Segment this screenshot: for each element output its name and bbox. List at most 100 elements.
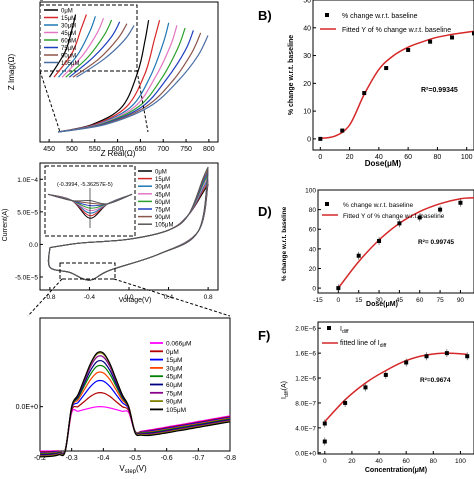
panel-f-ytick-label: 4.0E−7 xyxy=(295,425,316,432)
cv-legend-label: 0μM xyxy=(155,170,167,176)
cv-legend-label: 105μM xyxy=(155,223,173,229)
nyquist-legend-label: 30μM xyxy=(61,24,76,30)
panel-b-legend-1: % change w.r.t. baseline xyxy=(342,13,418,20)
panel-d: D) -15 0 15 30 45 60 75 90 0 20 40 60 80 100 % change… xyxy=(258,188,474,308)
panel-d-label: D) xyxy=(258,204,272,219)
nyquist-inset-series-line xyxy=(72,23,128,78)
panel-d-xlabel: Dose(μM) xyxy=(366,301,398,308)
panel-d-data-point xyxy=(336,286,341,291)
panel-b-ticks: 0 20 40 60 80 100 0 10 20 30 40 50 xyxy=(303,0,473,161)
panel-f-ytick-label: 8.0E−7 xyxy=(295,400,316,407)
panel-d-data-point xyxy=(356,253,361,258)
nyquist-xlabel: Z Real(Ω) xyxy=(101,149,136,158)
cv-curves xyxy=(47,166,209,281)
panel-f-data-point xyxy=(363,385,368,390)
panel-f-label: F) xyxy=(258,328,270,343)
panel-b-data-point xyxy=(406,48,411,52)
panel-b-legend-marker xyxy=(325,13,329,17)
panel-f-xtick-label: 80 xyxy=(430,458,438,465)
panel-f-annotation: R²=0.9674 xyxy=(420,377,451,384)
cv-legend-label: 15μM xyxy=(155,177,170,183)
panel-f-data-point xyxy=(322,421,327,426)
panel-f-data-point xyxy=(465,354,470,359)
panel-d-data-point xyxy=(438,207,443,212)
panel-d-legend-1: % change w.r.t. baseline xyxy=(343,202,413,209)
zoom-line-cv2 xyxy=(113,278,231,317)
zoom-line-cv1 xyxy=(27,278,63,317)
zoom-line-a1 xyxy=(39,70,61,133)
panel-d-xtick-label: 15 xyxy=(355,297,363,304)
panel-b-xlabel: Dose(μM) xyxy=(365,159,402,168)
panel-f-xtick-label: 20 xyxy=(348,458,356,465)
cv-xtick-label: 0.8 xyxy=(204,294,213,301)
cv-ytick-label: -5.0E−5 xyxy=(15,274,38,281)
cv-legend-label: 75μM xyxy=(155,208,170,214)
nyquist-legend-label: 45μM xyxy=(61,31,76,37)
dpv-xtick-label: -0.5 xyxy=(129,455,141,462)
panel-b-ytick-label: 20 xyxy=(303,81,311,88)
dpv-xtick-label: -0.3 xyxy=(66,455,78,462)
cv-ticks: -0.8 -0.4 0.0 0.4 0.8 -5.0E−5 0.0 5.0E−5 1.0E−4 xyxy=(15,177,213,301)
cv-ytick-label: 1.0E−4 xyxy=(17,177,38,184)
dpv-ytick-label: 1.8E−6 xyxy=(16,0,38,2)
panel-b-xtick-label: 60 xyxy=(404,154,412,161)
panel-d-data-point xyxy=(458,200,463,205)
dpv-legend-label: 45μM xyxy=(166,374,182,381)
panel-b-annotation: R²=0.99345 xyxy=(421,87,458,94)
panel-f-data-point xyxy=(343,400,348,405)
panel-b-frame xyxy=(312,0,474,151)
nyquist-legend-label: 15μM xyxy=(61,16,76,22)
nyquist-xtick-label: 800 xyxy=(203,146,215,153)
dpv-series-line xyxy=(39,352,231,457)
cv-legend-label: 90μM xyxy=(155,215,170,221)
cv-ylabel: Current(A) xyxy=(2,209,9,242)
nyquist-xtick-label: 750 xyxy=(180,146,192,153)
panel-d-ytick-label: 80 xyxy=(309,207,317,214)
dpv-xtick-label: -0.6 xyxy=(161,455,173,462)
cv-xlabel: Voltage(V) xyxy=(119,297,152,304)
cv-xtick-label: 0.0 xyxy=(124,294,133,301)
panel-d-xtick-label: 90 xyxy=(457,297,465,304)
panel-f-xtick-label: 40 xyxy=(375,458,383,465)
dpv-legend-label: 15μM xyxy=(166,357,182,364)
dpv-legend-label: 0μM xyxy=(166,349,179,356)
panel-b-data-point xyxy=(450,35,455,40)
panel-f-legend-marker xyxy=(327,326,331,330)
dpv-series-line xyxy=(39,379,231,454)
panel-b-ytick-label: 0 xyxy=(307,136,311,143)
dpv-legend-label: 0.066μM xyxy=(166,341,191,348)
panel-b-data-point xyxy=(340,128,345,133)
panel-b-data-point xyxy=(472,31,474,36)
panel-d-data-point xyxy=(397,221,402,226)
panel-d-xtick-label: -15 xyxy=(313,297,323,304)
dpv-series-line xyxy=(39,351,231,458)
dpv-legend-label: 60μM xyxy=(166,382,182,389)
nyquist-ylabel: Z Imag(Ω) xyxy=(7,54,16,91)
panel-b-xtick-label: 0 xyxy=(318,154,322,161)
dpv-series-line xyxy=(39,371,231,454)
nyquist-series-line xyxy=(58,35,209,133)
panel-d-fit-line xyxy=(337,197,474,289)
dpv-ytick-label: -6.0E−7 xyxy=(13,0,38,2)
panel-d-xtick-label: 0 xyxy=(337,297,341,304)
panel-d-annotation: R²= 0.99745 xyxy=(418,239,454,246)
nyquist-legend-label: 0μM xyxy=(61,9,73,15)
cv-series-loop xyxy=(47,166,209,281)
dpv-legend-label: 90μM xyxy=(166,399,182,406)
cv-xtick-label: 0.4 xyxy=(164,294,173,301)
panel-f-frame xyxy=(317,321,474,455)
panel-d-ytick-label: 100 xyxy=(305,188,316,195)
panel-d-xtick-label: 30 xyxy=(375,297,383,304)
panel-b-fit-line xyxy=(320,30,474,140)
panel-f-ytick-label: 1.6E−6 xyxy=(295,351,316,358)
panel-d-ytick-label: 60 xyxy=(309,227,317,234)
nyquist-legend-label: 75μM xyxy=(61,46,76,52)
nyquist-legend-label: 105μM xyxy=(61,61,79,67)
panel-f-xtick-label: 60 xyxy=(403,458,411,465)
nyquist-xticks: 450 500 550 600 650 700 750 800 xyxy=(43,139,215,153)
